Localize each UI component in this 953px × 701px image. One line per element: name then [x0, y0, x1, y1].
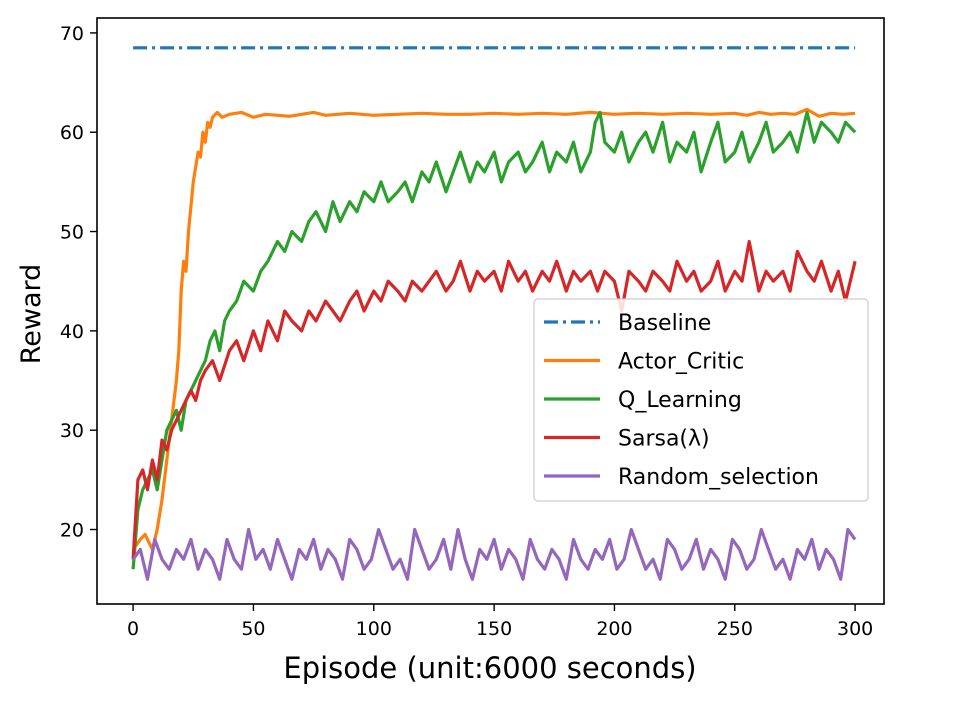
x-tick-label: 150 — [476, 618, 512, 640]
legend-box — [533, 298, 869, 502]
x-tick-label: 0 — [127, 618, 139, 640]
y-axis-label: Reward — [16, 264, 47, 365]
legend-label-random-selection: Random_selection — [618, 465, 819, 490]
x-tick-label: 100 — [356, 618, 392, 640]
y-tick-label: 20 — [60, 520, 84, 542]
legend-label-sarsa: Sarsa(λ) — [618, 427, 710, 452]
x-tick-label: 50 — [241, 618, 265, 640]
y-tick-label: 40 — [60, 321, 84, 343]
series-line-q-learning — [131, 110, 857, 570]
y-tick-label: 60 — [60, 122, 84, 144]
x-axis-label: Episode (unit:6000 seconds) — [283, 651, 696, 685]
y-tick-label: 50 — [60, 222, 84, 244]
plot-lines — [131, 46, 857, 581]
axes-frame — [96, 17, 885, 605]
legend-label-q-learning: Q_Learning — [618, 388, 742, 413]
legend: Baseline Actor_Critic Q_Learning Sarsa(λ) Ra… — [533, 298, 869, 502]
series-line-random-selection — [131, 527, 857, 581]
y-axis: 20 30 40 50 60 70 — [60, 23, 97, 542]
x-tick-label: 200 — [596, 618, 632, 640]
legend-label-actor-critic: Actor_Critic — [618, 350, 744, 375]
x-tick-label: 300 — [837, 618, 873, 640]
y-tick-label: 70 — [60, 23, 84, 45]
series-line-actor-critic — [131, 107, 856, 552]
x-axis: 0 50 100 150 200 250 300 — [127, 604, 873, 640]
legend-label-baseline: Baseline — [618, 311, 711, 336]
series-line-sarsa — [131, 239, 857, 560]
y-tick-label: 30 — [60, 420, 84, 442]
x-tick-label: 250 — [717, 618, 753, 640]
